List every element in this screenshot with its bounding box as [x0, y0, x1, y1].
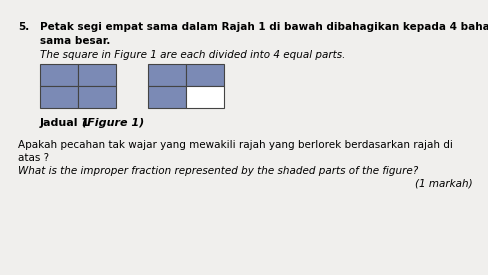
Text: What is the improper fraction represented by the shaded parts of the figure?: What is the improper fraction represente… [18, 166, 418, 176]
Text: Jadual 1: Jadual 1 [40, 118, 94, 128]
Text: (Figure 1): (Figure 1) [82, 118, 144, 128]
Text: sama besar.: sama besar. [40, 36, 110, 46]
Bar [148, 86, 186, 108]
Text: Apakah pecahan tak wajar yang mewakili rajah yang berlorek berdasarkan rajah di: Apakah pecahan tak wajar yang mewakili r… [18, 140, 453, 150]
Bar [40, 86, 78, 108]
Bar [186, 64, 224, 86]
Bar [148, 64, 186, 86]
Text: (1 markah): (1 markah) [415, 179, 473, 189]
Bar [40, 64, 78, 86]
Bar [78, 64, 116, 86]
Text: The square in Figure 1 are each divided into 4 equal parts.: The square in Figure 1 are each divided … [40, 50, 346, 60]
Bar [78, 86, 116, 108]
Text: 5.: 5. [18, 22, 29, 32]
Text: atas ?: atas ? [18, 153, 49, 163]
Text: Petak segi empat sama dalam Rajah 1 di bawah dibahagikan kepada 4 bahagian yang: Petak segi empat sama dalam Rajah 1 di b… [40, 22, 488, 32]
Bar [186, 86, 224, 108]
